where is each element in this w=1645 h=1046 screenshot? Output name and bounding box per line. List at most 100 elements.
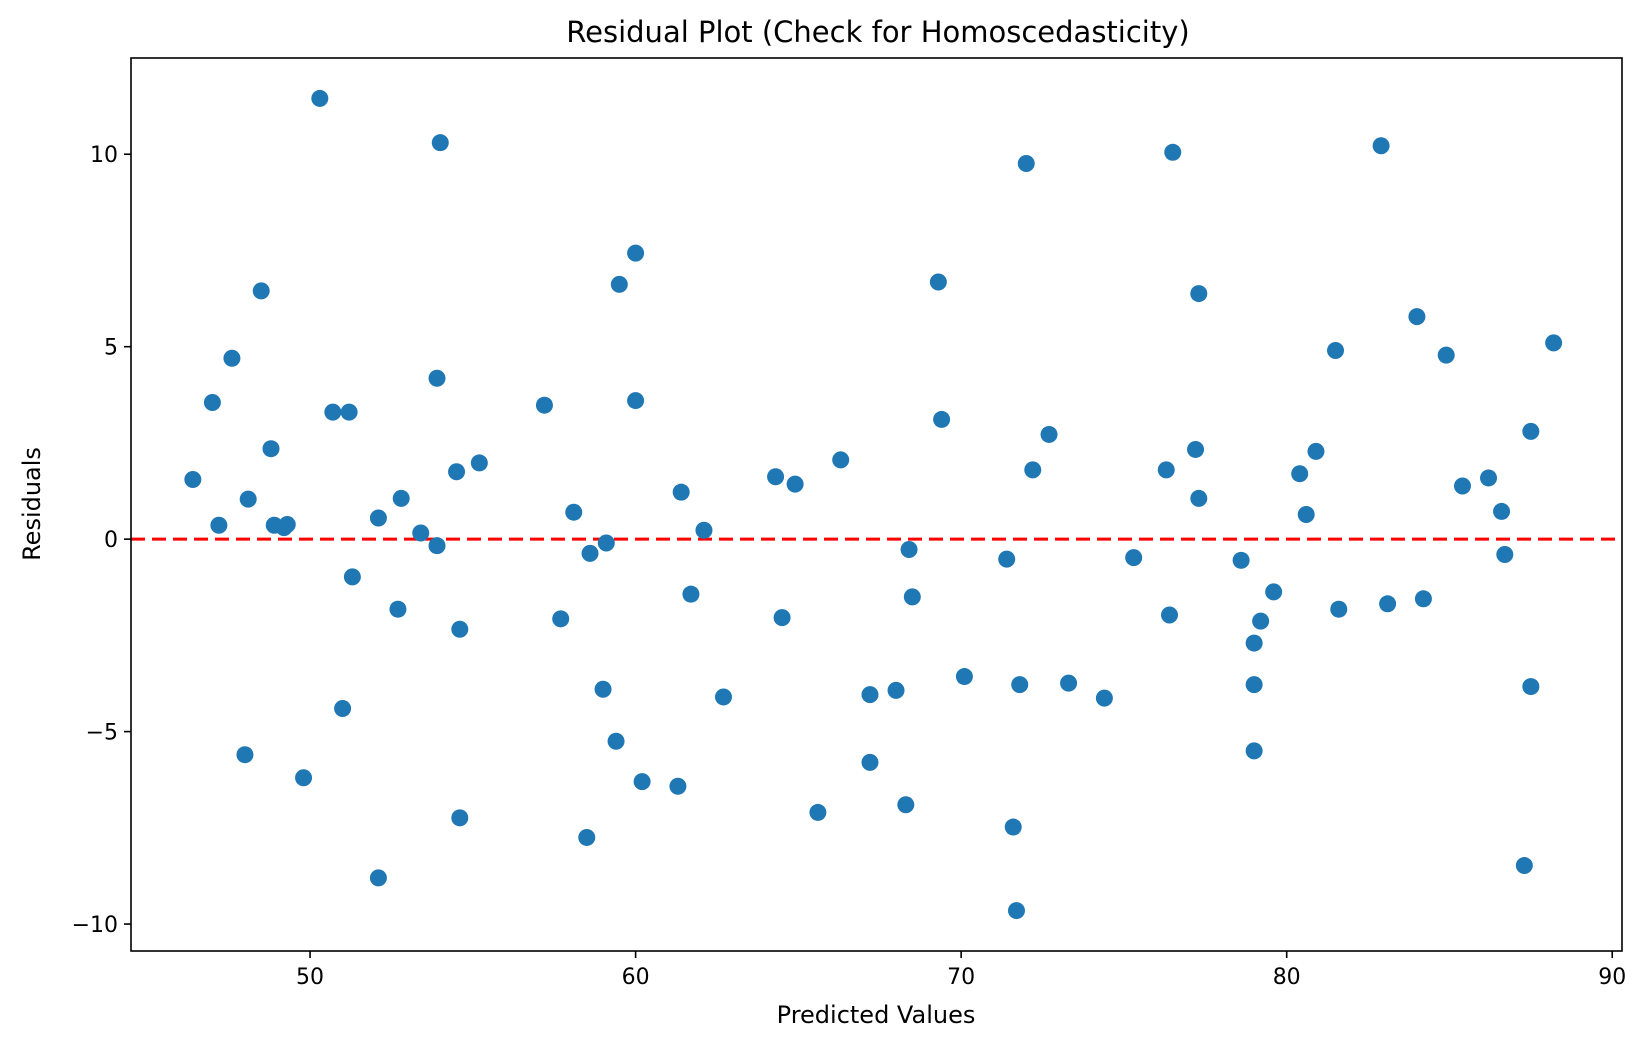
data-point [252,282,270,300]
data-point [695,521,713,539]
data-point [324,403,342,421]
data-point [610,275,628,293]
x-axis-label: Predicted Values [777,1001,976,1029]
data-point [1379,595,1397,613]
data-point [773,609,791,627]
data-point [682,585,700,603]
data-point [428,369,446,387]
data-point [861,753,879,771]
data-point [1060,674,1078,692]
data-point [594,680,612,698]
data-point [929,273,947,291]
data-point [295,769,313,787]
data-point [1004,818,1022,836]
data-point [933,410,951,428]
y-tick-label: 5 [104,336,118,361]
data-point [581,544,599,562]
data-point [311,89,329,107]
data-point [1330,600,1348,618]
data-point [470,454,488,472]
data-point [448,463,466,481]
data-point [1160,606,1178,624]
data-point [431,134,449,152]
data-point [1453,477,1471,495]
data-point [1187,440,1205,458]
data-point [334,700,352,718]
data-point [1496,546,1514,564]
data-point [223,349,241,367]
data-point [1327,342,1345,360]
data-point [451,620,469,638]
data-point [262,440,280,458]
data-point [607,732,625,750]
data-point [1007,902,1025,920]
data-point [1297,506,1315,524]
data-point [451,809,469,827]
data-point [672,483,690,501]
data-point [1372,137,1390,155]
data-point [633,773,651,791]
data-point [184,470,202,488]
data-point [1408,308,1426,326]
data-point [1190,489,1208,507]
x-tick-label: 50 [296,965,324,990]
x-tick-label: 70 [947,965,975,990]
data-point [236,746,254,764]
data-point [1164,143,1182,161]
data-point [412,524,430,542]
data-point [1232,551,1250,569]
data-point [428,537,446,555]
x-tick-label: 90 [1598,965,1626,990]
data-point [1190,285,1208,303]
data-point [1515,857,1533,875]
data-point [597,534,615,552]
data-point [832,451,850,469]
data-point [1095,689,1113,707]
data-point [669,777,687,795]
chart-title: Residual Plot (Check for Homoscedasticit… [566,15,1189,49]
data-point [535,396,553,414]
y-axis: −10 −5 0 5 10 [72,143,131,938]
data-point [1545,334,1563,352]
data-point [203,393,221,411]
y-tick-label: 10 [90,143,118,168]
data-point [1017,154,1035,172]
data-point [1125,549,1143,567]
data-point [1437,346,1455,364]
data-point [887,681,905,699]
x-tick-label: 60 [622,965,650,990]
data-point [900,541,918,559]
data-point [809,803,827,821]
data-point [1157,461,1175,479]
data-point [565,503,583,521]
data-point [552,610,570,628]
data-point [627,392,645,410]
data-point [998,550,1016,568]
data-point [1245,742,1263,760]
data-point [786,475,804,493]
y-axis-label: Residuals [18,447,46,561]
data-point [343,568,361,586]
data-point [897,796,915,814]
data-points [184,89,1563,920]
data-point [1414,590,1432,608]
data-point [1522,422,1540,440]
data-point [1265,583,1283,601]
data-point [1493,502,1511,520]
data-point [340,403,358,421]
data-point [1245,676,1263,694]
y-tick-label: 0 [104,528,118,553]
plot-frame [130,57,1623,952]
data-point [1040,425,1058,443]
data-point [389,600,407,618]
data-point [278,516,296,534]
data-point [861,686,879,704]
x-axis: 50 60 70 80 90 [296,951,1626,990]
data-point [1291,465,1309,483]
plot-area [131,58,1622,951]
data-point [210,516,228,534]
data-point [369,509,387,527]
x-tick-label: 80 [1273,965,1301,990]
data-point [369,869,387,887]
